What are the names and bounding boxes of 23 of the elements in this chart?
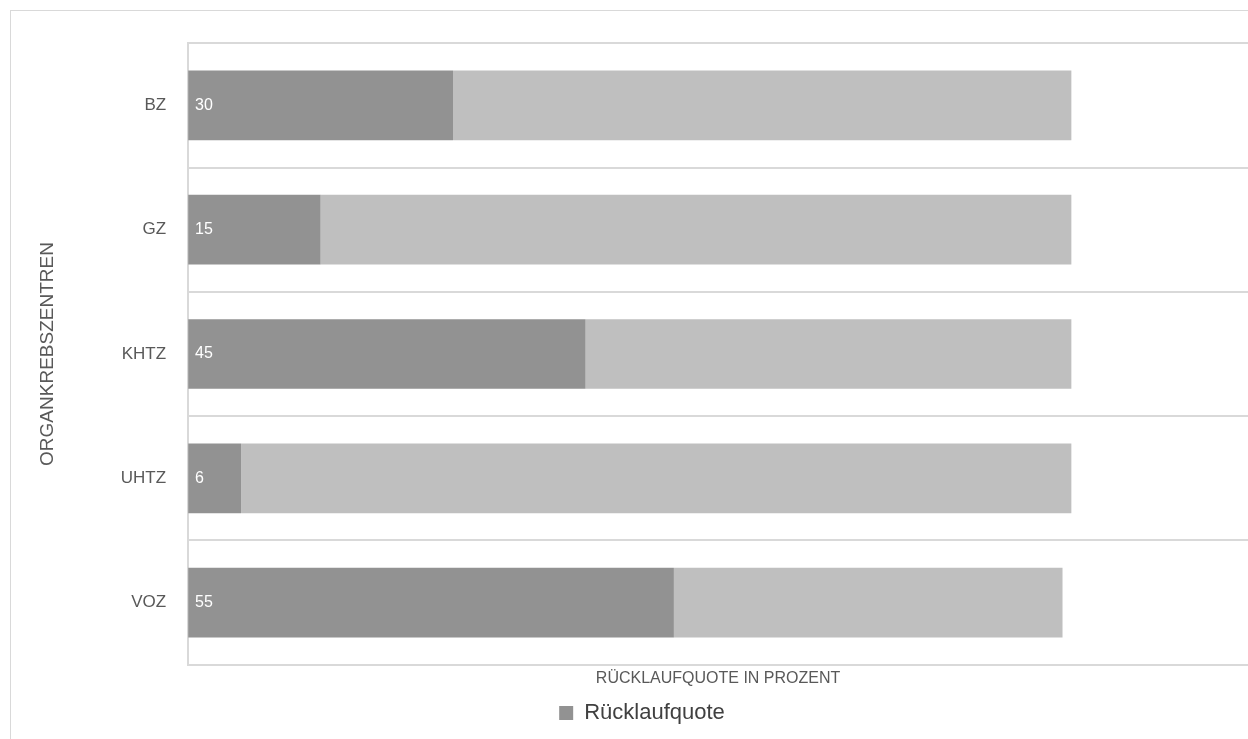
bar xyxy=(188,319,586,389)
y-tick-label: GZ xyxy=(142,219,167,239)
bar xyxy=(453,70,1072,141)
data-label: 15 xyxy=(195,220,214,238)
bar xyxy=(188,443,242,514)
data-label: 45 xyxy=(195,344,214,362)
y-tick-label: KHTZ xyxy=(121,343,167,363)
bar xyxy=(673,567,1063,638)
data-label: 30 xyxy=(195,95,214,113)
data-label: 55 xyxy=(195,593,214,611)
y-axis-title: ORGANKREBSZENTREN xyxy=(35,242,57,466)
y-tick-label: UHTZ xyxy=(120,468,167,488)
bar xyxy=(188,70,454,141)
bar xyxy=(241,443,1072,514)
x-axis-title: RÜCKLAUFQUOTE IN PROZENT xyxy=(595,668,841,686)
legend-label: Rücklaufquote xyxy=(584,699,725,725)
bar xyxy=(320,194,1072,265)
data-label: 6 xyxy=(195,468,205,486)
y-tick-label: BZ xyxy=(144,95,167,115)
bar xyxy=(585,319,1072,389)
bar xyxy=(188,567,674,638)
bar xyxy=(188,194,321,265)
y-tick-label: VOZ xyxy=(131,592,167,612)
